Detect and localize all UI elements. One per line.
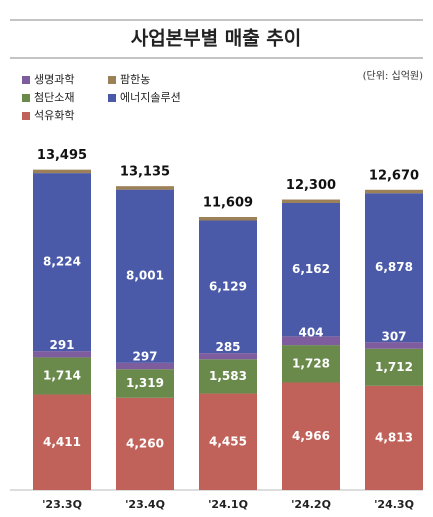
bar-segment [365, 342, 423, 349]
bar-segment [33, 173, 91, 352]
bar-segment [282, 202, 340, 337]
bar-segment [282, 345, 340, 383]
data-label: 1,728 [292, 356, 330, 370]
legend-label: 석유화학 [34, 109, 74, 122]
x-tick-label: '23.3Q [42, 498, 82, 511]
legend-label: 팜한농 [120, 73, 150, 86]
legend-swatch [108, 76, 116, 84]
bar-segment [33, 169, 91, 174]
legend-label: 생명과학 [34, 73, 74, 86]
x-tick-label: '24.3Q [374, 498, 414, 511]
bar-segment [116, 362, 174, 370]
legend-swatch [22, 76, 30, 84]
bar-segment [282, 382, 340, 490]
legend-swatch [22, 112, 30, 120]
data-label: 1,712 [375, 360, 413, 374]
data-label: 8,224 [43, 255, 81, 269]
x-tick-label: '24.1Q [208, 498, 248, 511]
data-label: 1,319 [126, 376, 164, 390]
bar-segment [199, 217, 257, 221]
bar-segment [116, 369, 174, 398]
data-label: 4,455 [209, 434, 247, 448]
chart-title: 사업본부별 매출 추이 [131, 28, 302, 50]
legend-label: 첨단소재 [34, 91, 74, 104]
bar-segment [33, 357, 91, 395]
data-label: 4,411 [43, 435, 81, 449]
bar-segment [365, 348, 423, 386]
total-label: 13,135 [120, 165, 170, 180]
data-label: 4,966 [292, 429, 330, 443]
data-label: 1,714 [43, 368, 81, 382]
total-label: 12,670 [369, 168, 419, 183]
x-tick-label: '24.2Q [291, 498, 331, 511]
bar-segment [365, 193, 423, 343]
bar-segment [282, 336, 340, 346]
data-label: 291 [49, 338, 74, 352]
data-label: 285 [215, 340, 240, 354]
data-label: 1,583 [209, 369, 247, 383]
bar-segment [33, 351, 91, 358]
bar-segment [116, 186, 174, 190]
bar-segment [365, 189, 423, 194]
data-label: 6,878 [375, 260, 413, 274]
unit-label: (단위: 십억원) [363, 69, 423, 82]
data-label: 4,260 [126, 436, 164, 450]
bar-segment [199, 359, 257, 394]
data-label: 4,813 [375, 430, 413, 444]
bar-segment [33, 394, 91, 490]
bar-segment [116, 189, 174, 363]
data-label: 307 [381, 329, 406, 343]
data-label: 6,129 [209, 279, 247, 293]
data-label: 404 [298, 326, 323, 340]
data-label: 297 [132, 350, 157, 364]
total-label: 13,495 [37, 148, 87, 163]
legend-swatch [108, 94, 116, 102]
legend-label: 에너지솔루션 [120, 91, 181, 104]
total-label: 11,609 [203, 196, 253, 211]
bar-segment [365, 385, 423, 490]
bar-segment [116, 397, 174, 490]
bar-segment [199, 220, 257, 354]
bar-segment [282, 199, 340, 203]
data-label: 6,162 [292, 262, 330, 276]
total-label: 12,300 [286, 178, 336, 193]
data-label: 8,001 [126, 269, 164, 283]
x-tick-label: '23.4Q [125, 498, 165, 511]
bar-segment [199, 353, 257, 360]
legend-swatch [22, 94, 30, 102]
bar-segment [199, 393, 257, 490]
